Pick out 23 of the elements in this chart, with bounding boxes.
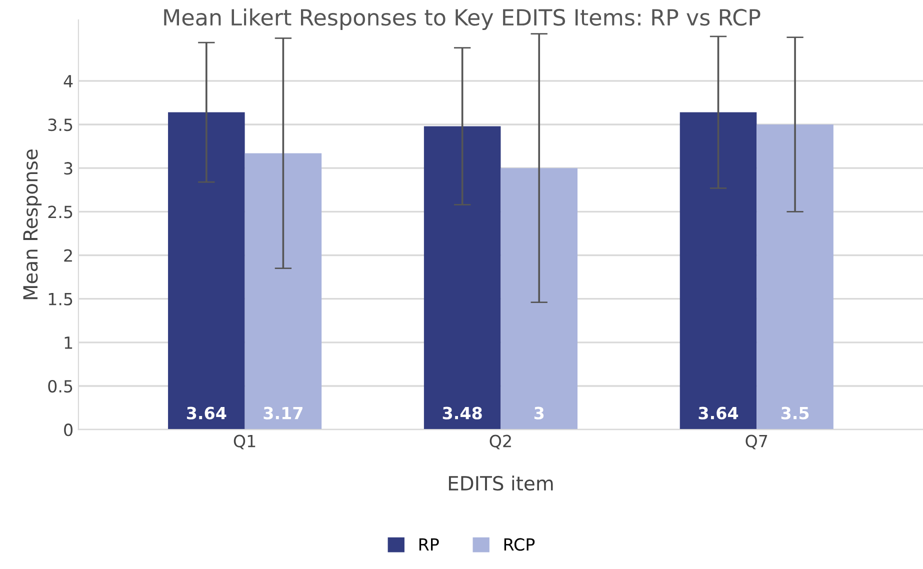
y-tick-label: 1 xyxy=(64,336,72,349)
x-axis-title: EDITS item xyxy=(448,476,553,491)
data-label: 3.64 xyxy=(698,406,738,420)
x-tick-label: Q7 xyxy=(746,434,768,450)
data-label: 3 xyxy=(534,406,544,420)
y-tick-label: 1.5 xyxy=(48,293,72,306)
y-tick-label: 2.5 xyxy=(48,206,72,218)
y-tick-label: 3.5 xyxy=(48,118,72,132)
y-tick-label: 3 xyxy=(64,162,72,175)
y-tick-label: 0 xyxy=(64,424,72,436)
legend-label: RCP xyxy=(504,538,535,551)
x-tick-label: Q1 xyxy=(234,434,256,450)
x-tick-label: Q2 xyxy=(490,434,511,450)
y-tick-label: 2 xyxy=(64,249,72,262)
data-label: 3.48 xyxy=(442,406,482,420)
y-tick-label: 4 xyxy=(64,75,73,88)
y-tick-label: 0.5 xyxy=(48,380,72,393)
data-label: 3.64 xyxy=(186,406,226,420)
data-label: 3.17 xyxy=(264,406,302,420)
data-label: 3.5 xyxy=(781,406,809,420)
chart-title: Mean Likert Responses to Key EDITS Items: RP vs RCP xyxy=(164,8,760,30)
legend-label: RP xyxy=(419,538,439,551)
y-axis-title: Mean Response xyxy=(23,150,42,300)
